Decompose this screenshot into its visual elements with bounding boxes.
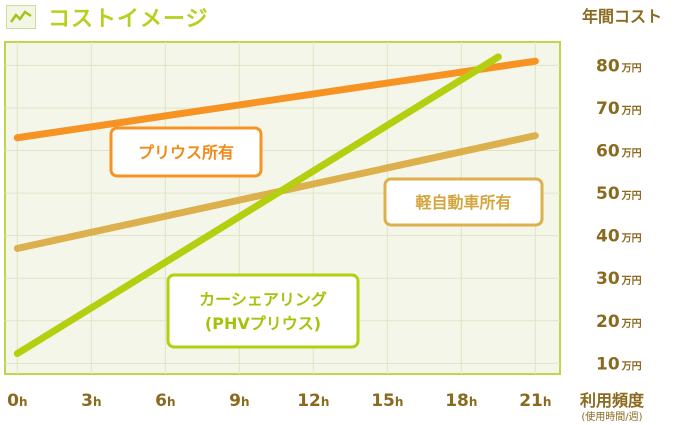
series-label-3: カーシェアリング(PHVプリウス) [199, 290, 327, 333]
x-tick-label: 3h [81, 391, 101, 411]
chart-line-icon [6, 5, 36, 29]
x-tick-label: 18h [445, 391, 477, 411]
series-line-3 [13, 53, 502, 358]
y-axis-title: 年間コスト [582, 7, 662, 26]
x-tick-label: 21h [519, 391, 551, 411]
x-tick-label: 9h [229, 391, 249, 411]
series-line-1 [13, 57, 539, 142]
y-tick-label: 20 万円 [596, 312, 642, 332]
y-tick-label: 60 万円 [596, 142, 642, 162]
x-tick-label: 0h [7, 391, 27, 411]
series-label-box-2 [383, 177, 544, 227]
series-label-box-1 [109, 126, 263, 178]
y-tick-label: 40 万円 [596, 227, 642, 247]
y-tick-label: 10 万円 [596, 354, 642, 374]
x-tick-label: 12h [297, 391, 329, 411]
y-tick-label: 30 万円 [596, 269, 642, 289]
x-tick-label: 15h [371, 391, 403, 411]
x-axis-title: 利用頻度 [580, 391, 645, 410]
chart-title: コストイメージ [48, 7, 209, 32]
series-label-box-3 [166, 273, 360, 349]
y-tick-label: 70 万円 [596, 99, 642, 119]
x-tick-label: 6h [155, 391, 175, 411]
series-lines [13, 53, 539, 358]
y-tick-label: 50 万円 [596, 184, 642, 204]
series-label-1: プリウス所有 [138, 143, 234, 162]
y-tick-label: 80 万円 [596, 56, 642, 76]
series-label-2: 軽自動車所有 [415, 193, 511, 212]
x-axis-subtitle: (使用時間/週) [581, 410, 642, 423]
chart-header: コストイメージ [6, 2, 209, 32]
tick-labels: 10 万円 20 万円 30 万円 40 万円 50 万円 60 万円 70 万円 80 万円 0h 3h 6h 9h… [7, 56, 642, 411]
